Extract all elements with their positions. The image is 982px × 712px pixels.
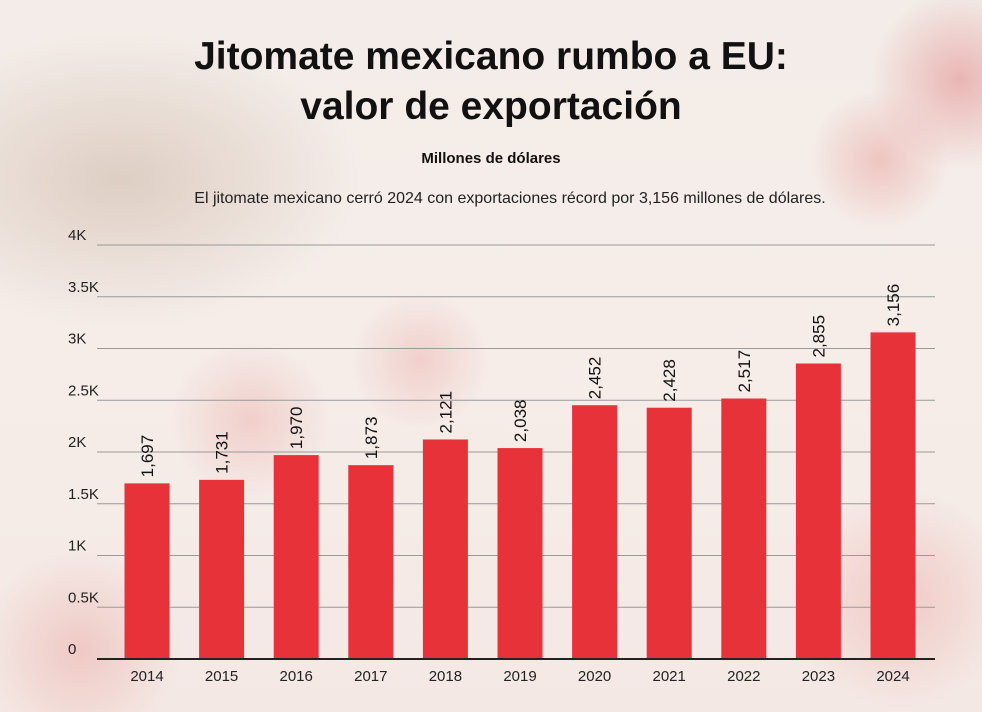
data-label: 2,038 (511, 400, 530, 443)
bar (572, 405, 618, 659)
x-tick-label: 2024 (876, 668, 909, 685)
x-tick-label: 2014 (130, 668, 163, 685)
data-label: 2,428 (660, 359, 679, 402)
bar (422, 439, 468, 659)
chart-subtitle: Millones de dólares (421, 150, 561, 167)
x-tick-label: 2018 (429, 668, 462, 685)
x-tick-label: 2021 (653, 668, 686, 685)
chart-caption: El jitomate mexicano cerró 2024 con expo… (194, 190, 826, 207)
data-label: 2,121 (436, 391, 455, 434)
chart-title: Jitomate mexicano rumbo a EU: valor de e… (0, 32, 982, 132)
y-tick-label: 2K (68, 434, 86, 451)
bar (497, 448, 543, 659)
x-tick-label: 2023 (802, 668, 835, 685)
data-label: 1,697 (138, 435, 157, 478)
bar (721, 398, 767, 659)
data-label: 3,156 (884, 284, 903, 327)
x-tick-label: 2016 (280, 668, 313, 685)
x-tick-label: 2019 (503, 668, 536, 685)
y-tick-label: 1.5K (68, 486, 99, 503)
data-label: 1,970 (287, 407, 306, 450)
y-tick-label: 0 (68, 641, 76, 658)
data-label: 2,517 (735, 350, 754, 393)
bar (199, 479, 245, 659)
chart-title-line-1: Jitomate mexicano rumbo a EU: (194, 35, 788, 78)
data-label: 1,873 (362, 417, 381, 460)
y-tick-label: 4K (68, 227, 86, 244)
chart-title-line-2: valor de exportación (300, 85, 682, 128)
bar (795, 363, 841, 659)
x-tick-label: 2015 (205, 668, 238, 685)
y-tick-label: 2.5K (68, 382, 99, 399)
bar (646, 407, 692, 659)
y-tick-label: 3.5K (68, 279, 99, 296)
data-label: 1,731 (213, 431, 232, 474)
x-tick-label: 2022 (727, 668, 760, 685)
data-label: 2,855 (809, 315, 828, 358)
y-tick-label: 3K (68, 331, 86, 348)
y-tick-label: 1K (68, 538, 86, 555)
bar (273, 455, 319, 659)
data-label: 2,452 (586, 357, 605, 400)
bar (124, 483, 170, 659)
bar (870, 332, 916, 659)
bar (348, 465, 394, 659)
y-tick-label: 0.5K (68, 589, 99, 606)
x-tick-label: 2017 (354, 668, 387, 685)
x-tick-label: 2020 (578, 668, 611, 685)
